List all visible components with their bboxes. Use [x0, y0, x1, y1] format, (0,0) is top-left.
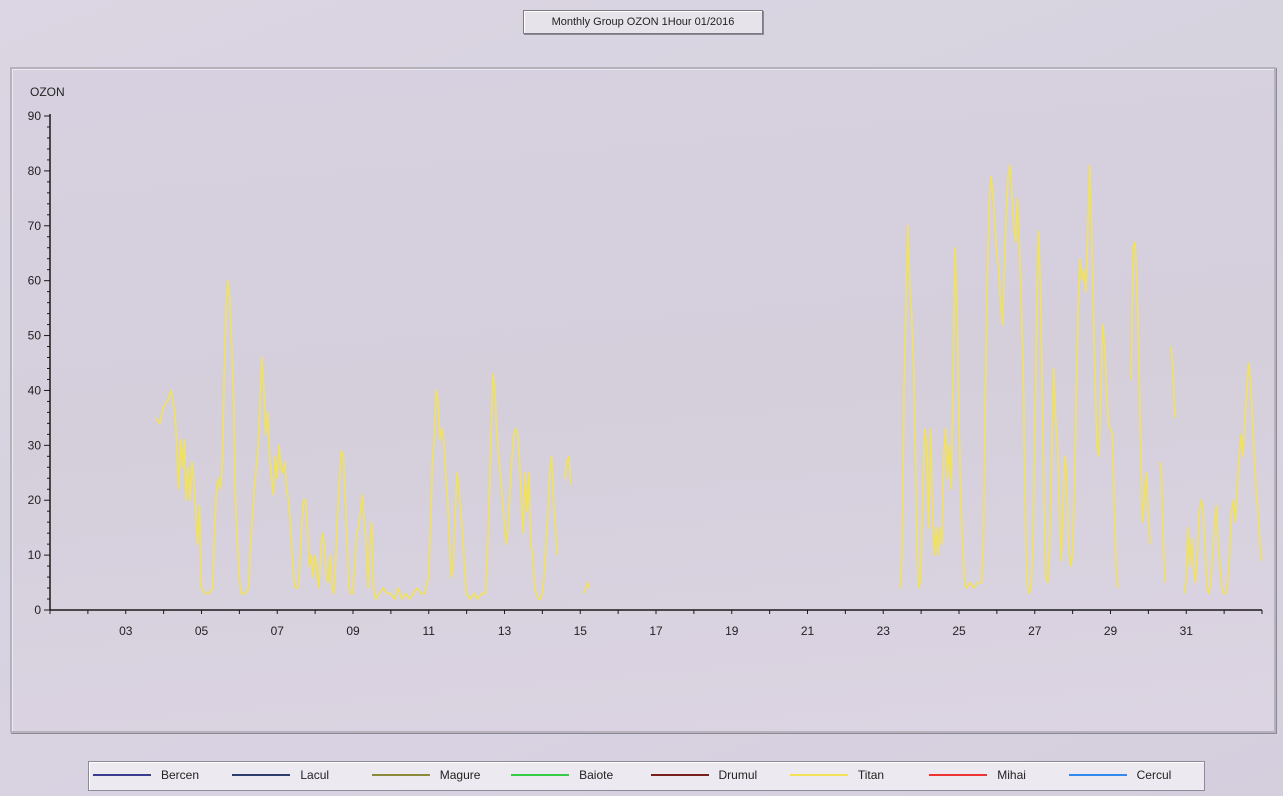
legend: Bercen Lacul Magure Baiote Drumul Titan Mihai C… — [88, 761, 1205, 791]
y-tick-label: 80 — [28, 164, 42, 178]
series-line-titan — [583, 581, 591, 594]
legend-label: Titan — [857, 768, 885, 782]
legend-swatch — [93, 774, 151, 776]
x-tick-label: 29 — [1104, 624, 1118, 638]
x-tick-label: 31 — [1180, 624, 1194, 638]
x-tick-label: 25 — [952, 624, 966, 638]
legend-swatch — [1068, 774, 1127, 776]
legend-label: Lacul — [300, 768, 330, 782]
legend-label: Cercul — [1136, 768, 1172, 782]
legend-label: Mihai — [997, 768, 1026, 782]
x-tick-label: 23 — [877, 624, 891, 638]
x-tick-label: 19 — [725, 624, 739, 638]
x-tick-label: 21 — [801, 624, 815, 638]
legend-swatch — [232, 774, 291, 776]
series-line-titan — [564, 455, 572, 484]
legend-label: Drumul — [718, 768, 758, 782]
y-tick-label: 50 — [28, 329, 42, 343]
x-tick-label: 17 — [649, 624, 663, 638]
legend-label: Bercen — [161, 768, 200, 782]
x-tick-label: 13 — [498, 624, 512, 638]
series-line-titan — [1170, 346, 1176, 418]
series-line-titan — [155, 279, 559, 600]
chart-svg: OZON 0 10 20 30 40 50 60 70 80 90 03 05 07 09 11 13 15 17 1… — [28, 85, 1263, 638]
x-tick-label: 27 — [1028, 624, 1042, 638]
legend-label: Magure — [439, 768, 481, 782]
legend-swatch — [650, 774, 709, 776]
y-tick-label: 70 — [28, 219, 42, 233]
x-tick-label: 03 — [119, 624, 133, 638]
y-tick-label: 10 — [28, 548, 42, 562]
y-tick-label: 0 — [34, 603, 41, 617]
x-tick-label: 09 — [346, 624, 360, 638]
series-line-titan — [899, 164, 1119, 595]
plot-panel: OZON 0 10 20 30 40 50 60 70 80 90 03 05 07 09 11 13 15 17 1… — [10, 67, 1276, 733]
y-tick-label: 40 — [28, 383, 42, 397]
x-tick-label: 07 — [271, 624, 285, 638]
chart-title: Monthly Group OZON 1Hour 01/2016 — [523, 10, 763, 34]
series-line-titan — [1130, 241, 1152, 545]
y-tick-label: 30 — [28, 438, 42, 452]
y-tick-label: 20 — [28, 493, 42, 507]
x-tick-label: 15 — [574, 624, 588, 638]
legend-swatch — [511, 774, 570, 776]
legend-swatch — [371, 774, 430, 776]
series-line-titan — [1183, 362, 1263, 595]
legend-label: Baiote — [579, 768, 614, 782]
y-axis-label: OZON — [30, 85, 65, 99]
legend-swatch — [929, 774, 988, 776]
y-tick-label: 60 — [28, 274, 42, 288]
x-tick-label: 05 — [195, 624, 209, 638]
y-tick-label: 90 — [28, 109, 42, 123]
legend-swatch — [789, 774, 848, 776]
series-line-titan — [1158, 461, 1167, 583]
x-tick-label: 11 — [423, 624, 436, 638]
